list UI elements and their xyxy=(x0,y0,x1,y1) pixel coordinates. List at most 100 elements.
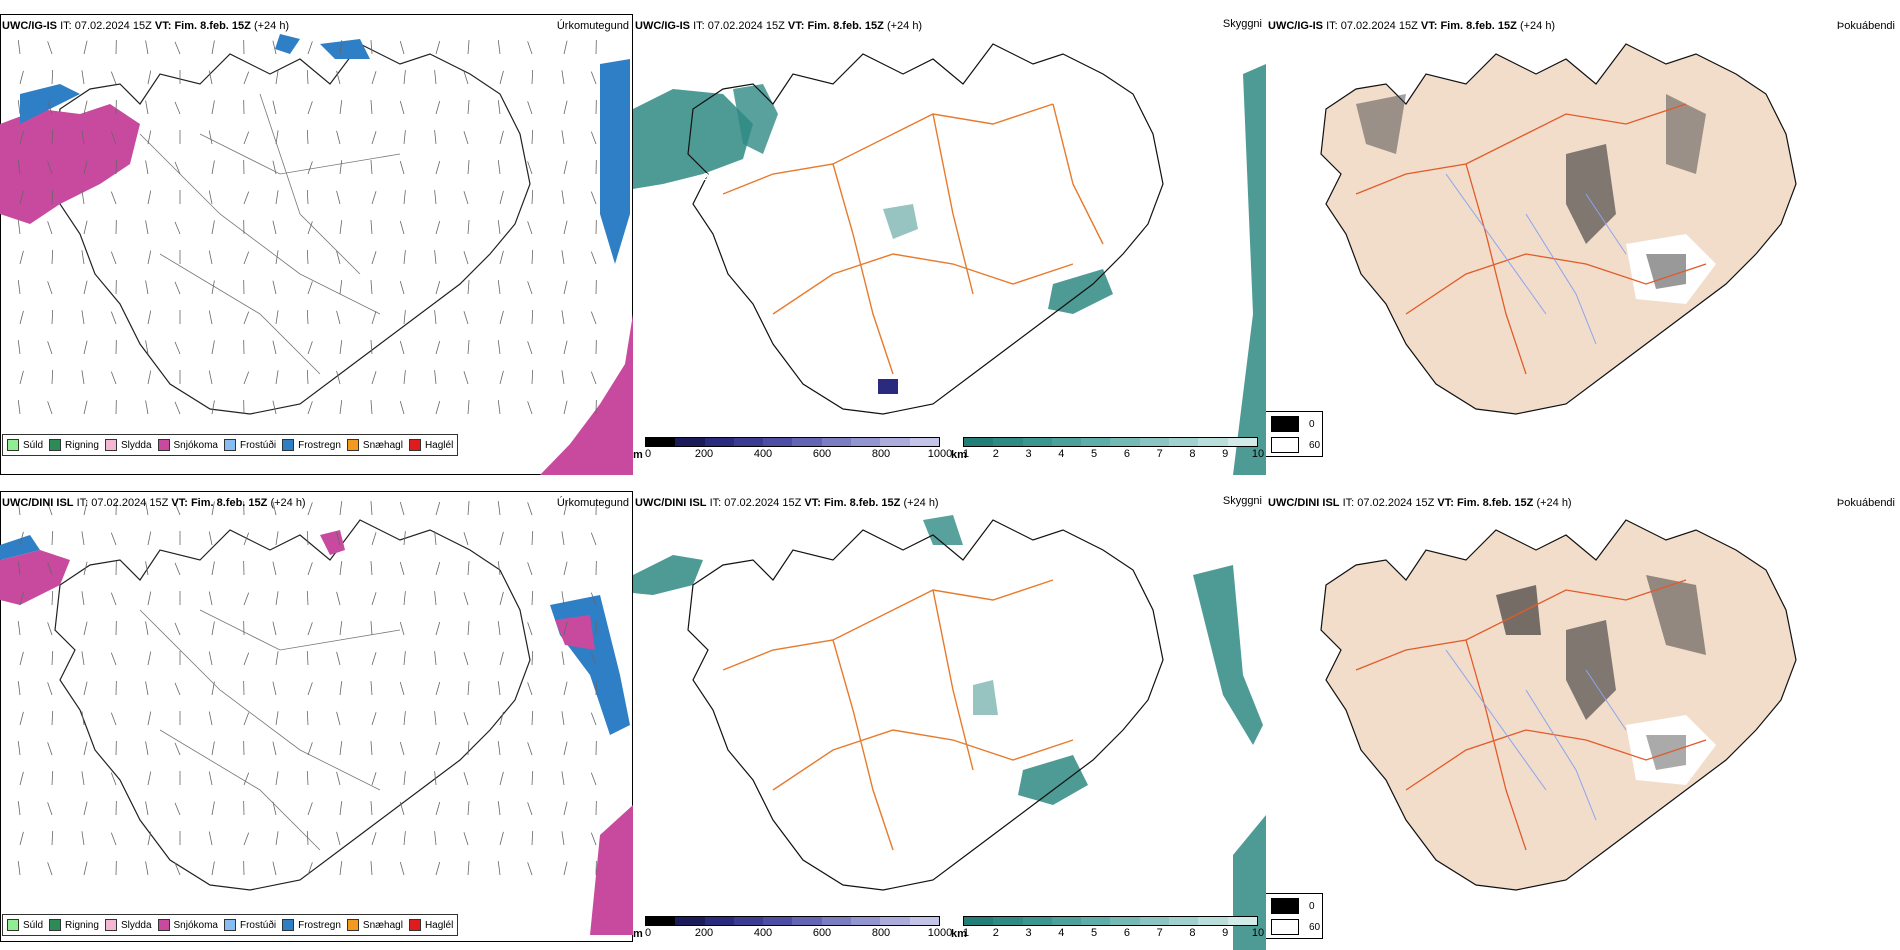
wind-barb xyxy=(17,681,21,696)
colorbar-step xyxy=(1139,438,1170,446)
wind-barb xyxy=(527,161,533,175)
wind-barb xyxy=(563,100,568,115)
wind-barb xyxy=(83,861,88,876)
ptype-label: Snæhagl xyxy=(362,439,403,451)
wind-barb xyxy=(51,70,54,85)
colorbar-step xyxy=(1198,438,1228,446)
wind-barb xyxy=(208,771,213,786)
wind-barb xyxy=(272,561,277,576)
wind-barb xyxy=(463,772,469,786)
wind-barb xyxy=(208,310,213,325)
wind-barb xyxy=(370,400,373,415)
wind-barb xyxy=(561,831,565,846)
wind-barb xyxy=(561,711,565,726)
wind-barb xyxy=(467,681,470,696)
visibility-map-2 xyxy=(633,515,1266,950)
fog-swatch xyxy=(1271,416,1299,432)
wind-barb xyxy=(19,70,24,85)
wind-barb xyxy=(17,340,21,355)
colorbar-tick: 7 xyxy=(1156,448,1163,460)
colorbar-tick: 4 xyxy=(1058,448,1065,460)
wind-barb xyxy=(531,771,534,786)
wind-barb xyxy=(339,501,343,516)
wind-barb xyxy=(463,191,469,205)
wind-barb xyxy=(147,70,152,85)
wind-barb xyxy=(275,310,279,325)
wind-barb xyxy=(435,501,441,516)
wind-barb xyxy=(435,561,441,576)
wind-barb xyxy=(51,130,54,145)
colorbar-tick: 0 xyxy=(645,448,652,460)
precip-type-map-2 xyxy=(0,491,633,942)
wind-barb xyxy=(47,341,53,355)
wind-barb xyxy=(307,101,313,115)
fog-panel-1: UWC/IG-IS IT: 07.02.2024 15Z VT: Fim. 8.… xyxy=(1266,14,1899,489)
wind-barb xyxy=(561,591,565,606)
wind-barb xyxy=(371,532,377,546)
wind-barb xyxy=(371,712,377,726)
wind-barb xyxy=(527,101,533,115)
wind-barb xyxy=(51,831,54,846)
colorbar-step xyxy=(851,438,881,446)
wind-barb xyxy=(336,651,341,666)
wind-barb xyxy=(83,741,88,756)
wind-barb xyxy=(463,371,469,385)
wind-barb xyxy=(499,651,504,666)
wind-barb xyxy=(211,561,215,576)
wind-barb xyxy=(81,250,85,265)
wind-barb xyxy=(307,682,313,696)
colorbar-step xyxy=(964,917,994,925)
wind-barb xyxy=(370,160,373,175)
colorbar-step xyxy=(993,438,1023,446)
wind-barb xyxy=(499,370,504,385)
wind-barb xyxy=(306,250,309,265)
wind-barb xyxy=(243,131,250,145)
ptype-label: Frostregn xyxy=(298,919,341,931)
colorbar-step xyxy=(1169,917,1199,925)
wind-barb xyxy=(467,280,470,295)
colorbar-tick: 6 xyxy=(1123,927,1130,939)
colorbar-tick: 600 xyxy=(812,448,832,460)
colorbar-step xyxy=(821,917,852,925)
wind-barb xyxy=(563,741,568,756)
wind-barb xyxy=(561,70,565,85)
wind-barb xyxy=(563,681,568,696)
colorbar-step xyxy=(675,917,705,925)
wind-barb xyxy=(497,400,501,415)
wind-barb xyxy=(527,281,533,295)
precip-type-title-2: Úrkomutegund xyxy=(556,497,629,509)
wind-barb xyxy=(211,741,215,756)
wind-barb xyxy=(17,561,21,576)
fog-title-2: Þokuábendi xyxy=(1836,497,1895,509)
wind-barb xyxy=(403,651,406,666)
wind-barb xyxy=(17,621,21,636)
colorbar-step xyxy=(1227,438,1257,446)
colorbar-tick: 7 xyxy=(1156,927,1163,939)
ptype-label: Snjókoma xyxy=(173,439,218,451)
wind-barb xyxy=(275,190,279,205)
wind-barb xyxy=(370,561,373,576)
wind-barb xyxy=(243,191,250,205)
wind-barb xyxy=(19,771,24,786)
fog-legend-2: 0 60 xyxy=(1266,893,1323,939)
wind-barb xyxy=(336,250,341,265)
wind-barb xyxy=(110,592,117,606)
fog-label: 60 xyxy=(1309,921,1321,933)
ptype-legend-item: Súld xyxy=(7,919,43,931)
wind-barb xyxy=(590,191,597,205)
wind-barb xyxy=(110,772,117,786)
colorbar-step xyxy=(1110,917,1140,925)
wind-barb xyxy=(83,40,88,55)
wind-barb xyxy=(499,310,504,325)
wind-barb xyxy=(83,160,88,175)
fog-map-1 xyxy=(1320,43,1797,415)
wind-barb xyxy=(272,220,277,235)
colorbar-unit: km xyxy=(951,928,967,940)
wind-barb xyxy=(174,742,181,756)
wind-barb xyxy=(81,831,85,846)
ptype-swatch xyxy=(157,439,170,451)
colorbar-tick: 600 xyxy=(812,927,832,939)
colorbar-strip xyxy=(645,916,940,926)
wind-barb xyxy=(17,220,21,235)
wind-barb xyxy=(47,742,53,756)
